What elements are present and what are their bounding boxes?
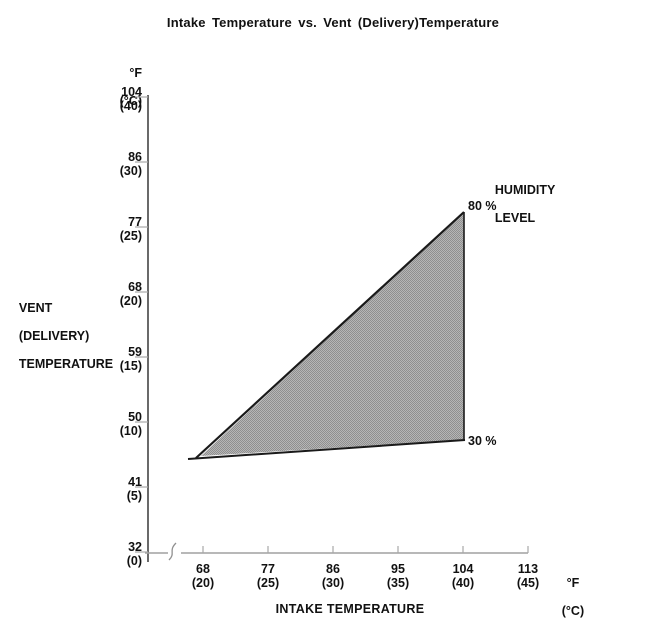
chart-title: Intake Temperature vs. Vent (Delivery)Te…: [166, 15, 500, 30]
x-axis-title: INTAKE TEMPERATURE: [275, 602, 425, 616]
y-tick-label-86: 86 (30): [119, 150, 142, 178]
x-tick-marks: [202, 546, 529, 553]
y-axis-unit-f: °F: [129, 66, 142, 80]
y-tick-label-59: 59 (15): [119, 345, 142, 373]
y-tick-label-77: 77 (25): [119, 215, 142, 243]
humidity-30-label: 30 %: [468, 434, 497, 448]
y-tick-label-104: 104 (40): [119, 85, 142, 113]
axis-break-icon: [168, 542, 177, 561]
y-tick-label-50: 50 (10): [119, 410, 142, 438]
x-tick-label-104: 104 (40): [451, 562, 475, 590]
legend-title: HUMIDITY LEVEL: [494, 183, 556, 225]
y-tick-label-32: 32 (0): [126, 540, 142, 568]
x-axis-unit-c: (°C): [561, 604, 585, 618]
x-tick-label-86: 86 (30): [321, 562, 345, 590]
humidity-80-line: [195, 211, 465, 459]
x-tick-label-113: 113 (45): [516, 562, 540, 590]
x-tick-label-77: 77 (25): [256, 562, 280, 590]
x-axis-unit: °F (°C): [536, 562, 596, 628]
y-axis-title: VENT (DELIVERY) TEMPERATURE: [18, 301, 114, 371]
y-tick-label-68: 68 (20): [119, 280, 142, 308]
x-tick-label-95: 95 (35): [386, 562, 410, 590]
humidity-30-line: [187, 439, 466, 460]
x-tick-label-68: 68 (20): [191, 562, 215, 590]
humidity-80-label: 80 %: [468, 199, 497, 213]
y-tick-label-41: 41 (5): [126, 475, 142, 503]
x-axis-unit-f: °F: [566, 576, 580, 590]
y-tick-marks: [135, 96, 148, 553]
